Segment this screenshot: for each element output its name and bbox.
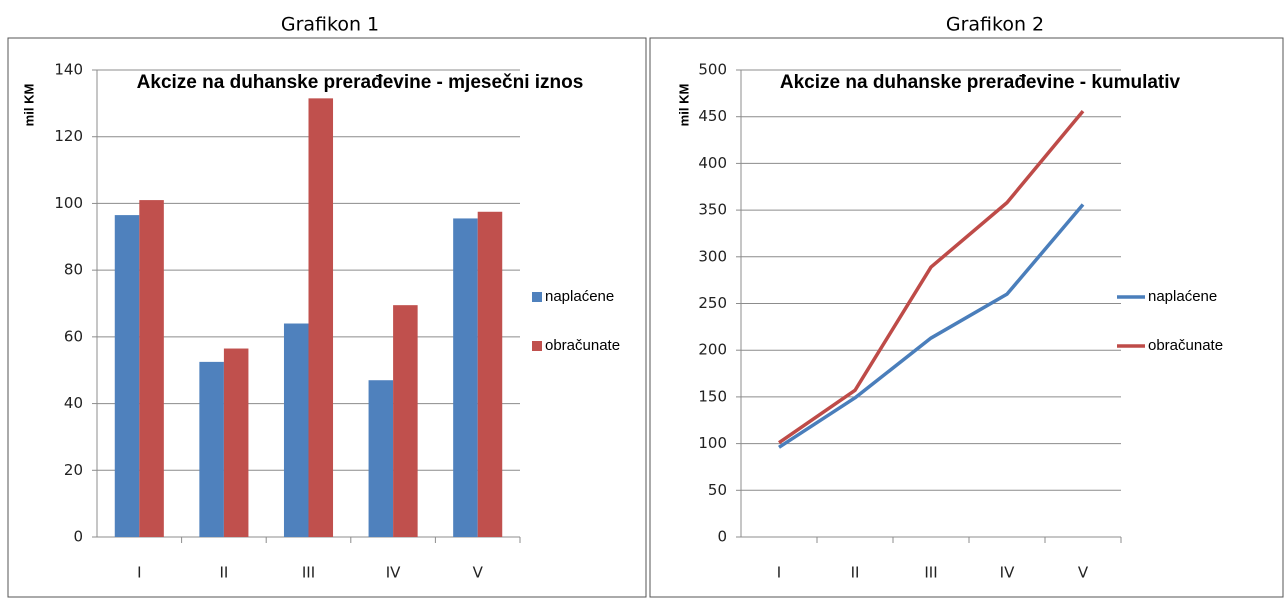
x-tick-label: III [302, 564, 315, 582]
y-tick-label: 80 [64, 261, 83, 279]
y-tick-label: 500 [698, 61, 727, 79]
bar [393, 305, 418, 537]
legend-label: obračunate [545, 337, 620, 354]
y-tick-label: 300 [698, 247, 727, 265]
y-tick-label: 250 [698, 294, 727, 312]
legend-swatch [532, 292, 542, 302]
x-tick-label: II [219, 564, 228, 582]
bar [308, 98, 334, 537]
x-tick-label: V [1078, 564, 1089, 582]
y-axis-label: mil KM [21, 84, 36, 127]
y-tick-label: 100 [54, 194, 83, 212]
x-tick-label: I [137, 564, 141, 582]
y-tick-label: 0 [717, 528, 727, 546]
y-tick-label: 140 [54, 61, 83, 79]
y-tick-label: 60 [64, 327, 83, 345]
bar [139, 200, 164, 538]
legend-label: naplaćene [545, 288, 614, 305]
y-tick-label: 20 [64, 461, 83, 479]
y-axis-label: mil KM [676, 84, 691, 127]
x-tick-label: I [777, 564, 781, 582]
y-tick-label: 40 [64, 394, 83, 412]
y-tick-label: 100 [698, 434, 727, 452]
legend-swatch [532, 341, 542, 351]
y-tick-label: 350 [698, 201, 727, 219]
line [778, 109, 1085, 445]
bar [199, 361, 224, 537]
x-tick-label: III [924, 564, 937, 582]
x-tick-label: II [851, 564, 860, 582]
x-tick-label: IV [1000, 564, 1015, 582]
x-tick-label: IV [386, 564, 401, 582]
bar [223, 348, 249, 537]
y-tick-label: 200 [698, 341, 727, 359]
y-tick-label: 400 [698, 154, 727, 172]
chart-caption: Grafikon 2 [946, 14, 1044, 36]
y-tick-label: 0 [73, 528, 83, 546]
bar [368, 380, 394, 537]
y-tick-label: 450 [698, 107, 727, 125]
chart-title: Akcize na duhanske prerađevine - kumulat… [780, 72, 1181, 93]
legend-label: naplaćene [1148, 288, 1217, 305]
bar [477, 211, 503, 537]
bar [114, 215, 140, 537]
panel-frame [7, 37, 647, 598]
y-tick-label: 150 [698, 387, 727, 405]
panel-frame [649, 37, 1284, 598]
line [778, 203, 1085, 449]
bar [283, 323, 309, 537]
legend-label: obračunate [1148, 337, 1223, 354]
y-tick-label: 50 [708, 481, 727, 499]
y-tick-label: 120 [54, 127, 83, 145]
chart-title: Akcize na duhanske prerađevine - mjesečn… [137, 72, 584, 93]
chart-caption: Grafikon 1 [281, 14, 379, 36]
x-tick-label: V [473, 564, 484, 582]
bar [453, 218, 478, 538]
